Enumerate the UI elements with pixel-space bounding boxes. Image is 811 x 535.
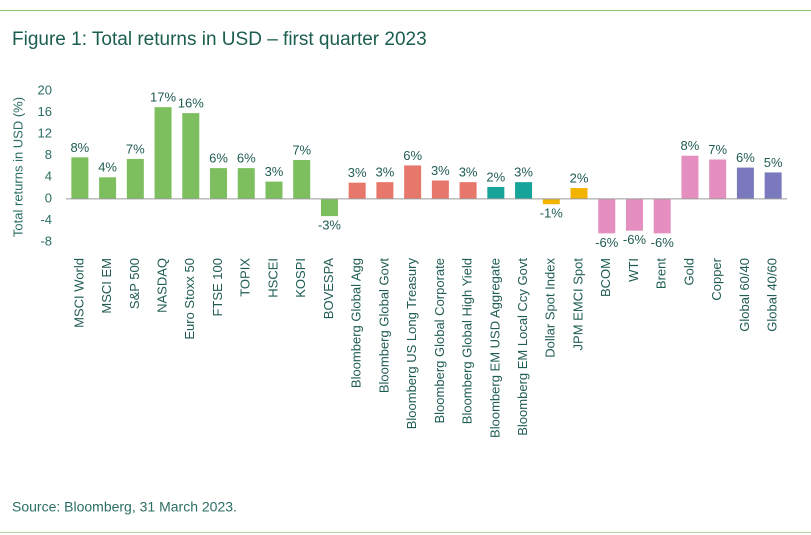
bar [459,182,477,199]
value-label: 3% [431,163,450,178]
y-axis-label: Total returns in USD (%) [10,97,25,237]
x-tick-label: Bloomberg Global Agg [349,258,364,388]
value-label: 3% [376,165,395,180]
value-label: -3% [318,218,342,233]
bar [376,182,394,199]
value-label: -6% [623,232,647,247]
value-label: 3% [265,164,284,179]
bar [237,168,255,199]
bar [99,177,117,199]
chart-title: Figure 1: Total returns in USD – first q… [12,29,427,50]
x-tick-label: S&P 500 [127,258,142,309]
x-tick-label: Global 40/60 [765,258,780,332]
value-label: 16% [178,96,204,111]
y-tick-label: 4 [45,169,52,184]
value-label: 17% [150,90,176,105]
value-label: -6% [595,235,619,250]
y-tick-label: 16 [38,104,52,119]
x-tick-label: MSCI World [71,258,86,328]
value-label: 7% [292,142,311,157]
x-tick-label: HSCEI [265,258,280,298]
value-label: 5% [764,155,783,170]
x-tick-label: Copper [709,257,724,300]
value-label: 3% [348,165,367,180]
bar [265,181,283,199]
x-tick-label: BCOM [598,258,613,297]
value-label: -6% [651,235,675,250]
x-tick-label: Dollar Spot Index [543,258,558,358]
value-label: 3% [514,165,533,180]
bar [515,182,533,199]
y-tick-label: -8 [40,233,52,248]
bar [154,107,172,199]
bar [71,157,89,199]
value-label: 6% [209,151,228,166]
x-tick-label: Bloomberg Global High Yield [460,258,475,424]
value-label: 6% [237,151,256,166]
x-tick-label: Bloomberg EM Local Ccy Govt [515,258,530,436]
y-tick-label: 8 [45,147,52,162]
bar [598,198,616,234]
x-tick-label: Gold [681,258,696,285]
value-label: 4% [98,160,117,175]
bar [764,172,782,199]
bar [404,165,422,199]
x-tick-label: Global 60/40 [737,258,752,332]
bar [736,167,754,199]
value-label: 8% [681,138,700,153]
bar [431,180,449,199]
bar [653,198,671,234]
bar [320,198,338,217]
value-label: 7% [126,141,145,156]
value-label: 8% [70,140,89,155]
y-tick-label: 0 [45,190,52,205]
value-label: 2% [486,169,505,184]
bar [293,160,311,199]
value-label: 6% [403,148,422,163]
bar [126,158,144,199]
source-note: Source: Bloomberg, 31 March 2023. [12,499,237,515]
bar [625,198,643,231]
x-tick-label: JPM EMCI Spot [570,258,585,351]
x-tick-label: BOVESPA [321,258,336,320]
value-label: 7% [708,142,727,157]
y-tick-label: 20 [38,82,52,97]
bar [542,198,560,205]
x-tick-label: MSCI EM [99,258,114,314]
y-tick-label: 12 [38,126,52,141]
x-tick-label: FTSE 100 [210,258,225,317]
value-label: 6% [736,150,755,165]
value-label: 3% [459,165,478,180]
bar [487,186,505,199]
x-tick-label: Bloomberg Global Govt [376,258,391,394]
x-tick-label: Euro Stoxx 50 [182,258,197,340]
bar [709,159,727,199]
bar [681,155,699,199]
value-label: 2% [570,171,589,186]
bar [210,168,228,199]
y-tick-label: -4 [40,212,52,227]
x-tick-label: Bloomberg Global Corporate [432,258,447,423]
bar [182,113,200,199]
x-tick-label: Brent [654,258,669,289]
x-tick-label: Bloomberg US Long Treasury [404,258,419,430]
x-tick-label: WTI [626,258,641,282]
bar [348,182,366,199]
x-tick-label: NASDAQ [154,258,169,313]
bar [570,188,588,199]
x-tick-label: KOSPI [293,258,308,298]
x-tick-label: Bloomberg EM USD Aggregate [487,258,502,438]
x-tick-label: TOPIX [238,258,253,297]
value-label: -1% [540,206,564,221]
